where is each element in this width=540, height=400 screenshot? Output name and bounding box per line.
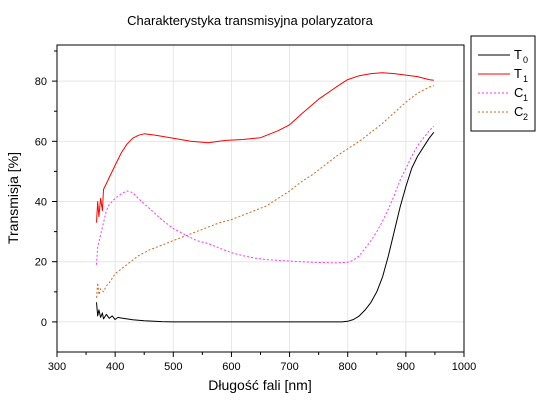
axis-ticks: 300 400 500 600 700 800 900 1000 0 20 40 60 80 <box>35 50 476 373</box>
series-line-t0 <box>96 131 435 323</box>
x-axis-label: Długość fali [nm] <box>208 377 311 393</box>
legend-box <box>470 35 536 132</box>
legend-subscript-c1: 1 <box>523 93 528 103</box>
y-tick-label: 60 <box>35 136 47 148</box>
series-layer <box>96 72 435 323</box>
legend-label-t1: T <box>514 66 522 81</box>
legend-label-c1: C <box>514 85 523 100</box>
legend-subscript-c2: 2 <box>523 112 528 122</box>
x-tick-label: 1000 <box>452 361 476 373</box>
legend-label-t0: T <box>514 47 522 62</box>
legend-subscript-t0: 0 <box>523 55 528 65</box>
legend-subscript-t1: 1 <box>523 74 528 84</box>
y-tick-label: 0 <box>41 317 47 329</box>
x-tick-label: 700 <box>280 361 298 373</box>
x-tick-label: 900 <box>397 361 415 373</box>
y-tick-label: 20 <box>35 257 47 269</box>
legend: T 0T 1C 1C 2 <box>470 35 536 132</box>
y-axis-label: Transmisja [%] <box>5 152 21 244</box>
x-tick-label: 400 <box>106 361 124 373</box>
grid <box>57 45 464 352</box>
series-line-c2 <box>96 85 434 298</box>
x-tick-label: 300 <box>48 361 66 373</box>
chart-title: Charakterystyka transmisyjna polaryzator… <box>127 13 373 28</box>
y-tick-label: 40 <box>35 197 47 209</box>
x-tick-label: 800 <box>339 361 357 373</box>
x-tick-label: 600 <box>222 361 240 373</box>
series-line-t1 <box>96 72 434 223</box>
legend-label-c2: C <box>514 104 523 119</box>
x-tick-label: 500 <box>164 361 182 373</box>
series-line-c1 <box>96 125 435 265</box>
y-tick-label: 80 <box>35 76 47 88</box>
